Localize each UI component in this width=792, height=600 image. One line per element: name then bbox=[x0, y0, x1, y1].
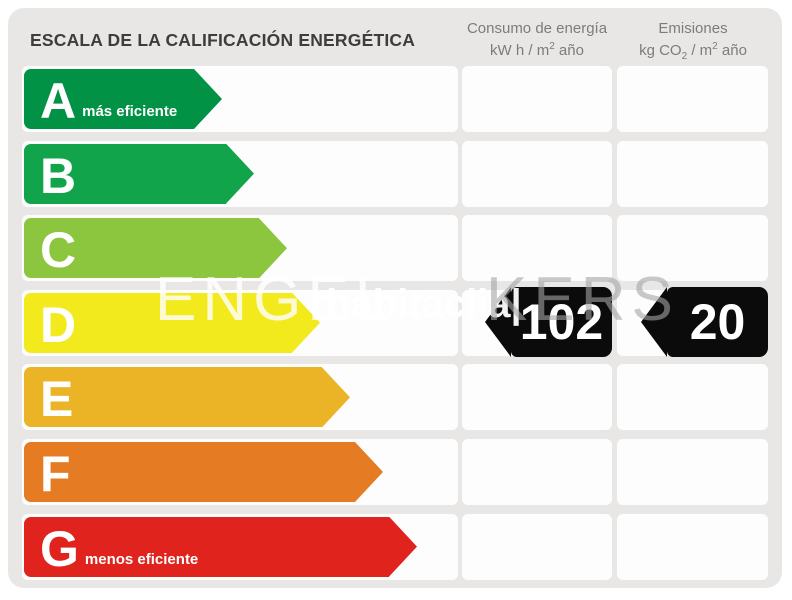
efficiency-label-best: más eficiente bbox=[82, 103, 178, 120]
emisiones-cell-e bbox=[617, 364, 768, 431]
efficiency-label-worst: menos eficiente bbox=[84, 550, 199, 568]
emissions-value: 20 bbox=[689, 294, 746, 350]
rating-letter: B bbox=[40, 147, 77, 204]
rating-arrow-g: G menos eficiente bbox=[24, 516, 389, 577]
scale-row-g: G menos eficiente bbox=[8, 513, 782, 580]
consumo-header-line1: Consumo de energía bbox=[466, 20, 608, 37]
scale-row-c: C bbox=[8, 215, 782, 282]
consumo-cell-c bbox=[462, 215, 612, 282]
emisiones-header-line2: kg CO2 / m2 año bbox=[639, 40, 747, 62]
rating-letter: E bbox=[40, 371, 74, 428]
consumo-cell-g bbox=[462, 513, 612, 580]
rating-arrow-e: E bbox=[24, 367, 322, 428]
column-header-consumo: Consumo de energía kW h / m2 año bbox=[447, 18, 627, 62]
scale-row-b: B bbox=[8, 140, 782, 207]
emisiones-cell-c bbox=[617, 215, 768, 282]
column-header-emisiones: Emisiones kg CO2 / m2 año bbox=[603, 18, 783, 64]
energy-certificate-card: ESCALA DE LA CALIFICACIÓN ENERGÉTICA Con… bbox=[8, 8, 782, 588]
rating-letter: D bbox=[40, 296, 77, 353]
rating-arrow-c: C bbox=[24, 218, 259, 279]
rating-arrow-f: F bbox=[24, 441, 355, 502]
consumption-value-arrow: 102 bbox=[511, 287, 612, 357]
consumption-value: 102 bbox=[519, 294, 604, 350]
consumo-cell-f bbox=[462, 438, 612, 505]
consumo-cell-e bbox=[462, 364, 612, 431]
consumo-cell-b bbox=[462, 140, 612, 207]
rating-letter: G bbox=[40, 520, 79, 577]
emisiones-cell-b bbox=[617, 140, 768, 207]
page-title: ESCALA DE LA CALIFICACIÓN ENERGÉTICA bbox=[30, 30, 416, 50]
scale-row-e: E bbox=[8, 364, 782, 431]
emisiones-cell-f bbox=[617, 438, 768, 505]
rating-letter: A bbox=[40, 73, 77, 129]
consumo-header-line2: kW h / m2 año bbox=[490, 40, 584, 59]
scale-row-d: D bbox=[8, 289, 782, 356]
consumo-cell-a bbox=[462, 66, 612, 132]
emissions-value-arrow: 20 bbox=[667, 287, 768, 357]
emisiones-header-line1: Emisiones bbox=[658, 20, 728, 37]
scale-row-f: F bbox=[8, 438, 782, 505]
scale-row-a: A más eficiente bbox=[8, 66, 782, 132]
emisiones-cell-g bbox=[617, 513, 768, 580]
rating-arrow-d: D bbox=[24, 292, 292, 353]
emisiones-cell-a bbox=[617, 66, 768, 132]
rating-arrow-a: A más eficiente bbox=[24, 69, 194, 129]
rating-letter: F bbox=[40, 445, 71, 502]
rating-letter: C bbox=[40, 222, 77, 279]
rating-arrow-b: B bbox=[24, 143, 226, 204]
rating-scale: A más eficiente B C D bbox=[8, 66, 782, 580]
